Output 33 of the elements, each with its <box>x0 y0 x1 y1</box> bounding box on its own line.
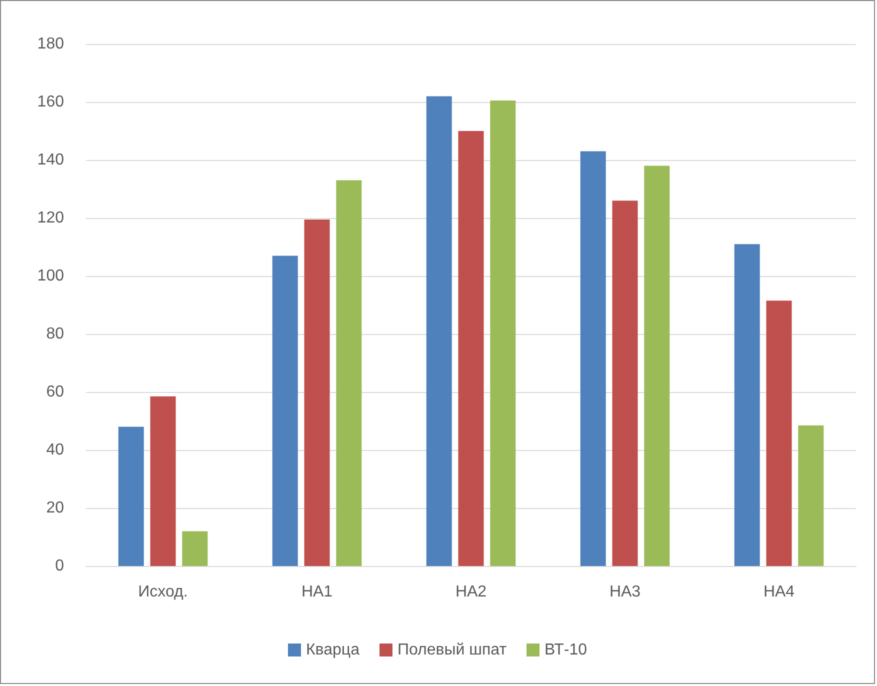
bar <box>426 96 452 566</box>
y-tick-label: 100 <box>37 268 64 284</box>
bar <box>150 396 176 566</box>
y-tick-label: 180 <box>37 36 64 52</box>
bar <box>304 219 330 566</box>
y-tick-label: 160 <box>37 94 64 110</box>
y-tick-label: 140 <box>37 152 64 168</box>
legend-label: Кварца <box>306 642 360 658</box>
x-tick-label: НА3 <box>609 584 641 600</box>
bar <box>580 151 606 566</box>
bar <box>798 425 824 566</box>
bar <box>458 131 484 566</box>
x-tick-label: НА2 <box>455 584 487 600</box>
bar <box>612 200 638 566</box>
bar <box>490 100 516 566</box>
x-tick-label: НА1 <box>301 584 333 600</box>
y-tick-label: 60 <box>46 384 64 400</box>
bar <box>118 426 144 566</box>
bar <box>644 166 670 566</box>
bar <box>734 244 760 566</box>
legend-label: ВТ-10 <box>544 642 588 658</box>
bar <box>182 531 208 566</box>
legend-label: Полевый шпат <box>397 642 508 658</box>
bar <box>272 256 298 566</box>
bar <box>766 300 792 566</box>
y-tick-label: 40 <box>46 442 64 458</box>
y-tick-label: 0 <box>55 558 64 574</box>
y-tick-label: 20 <box>46 500 64 516</box>
x-tick-label: Исход. <box>138 584 188 600</box>
x-tick-label: НА4 <box>763 584 795 600</box>
y-tick-label: 80 <box>46 326 64 342</box>
bar <box>336 180 362 566</box>
y-tick-label: 120 <box>37 210 64 226</box>
